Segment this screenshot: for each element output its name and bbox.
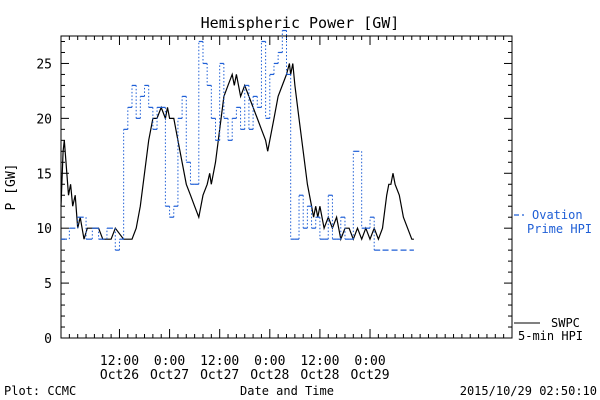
legend-ovation-label-line1: Ovation: [532, 208, 583, 222]
x-tick-label-time: 0:00: [354, 354, 385, 369]
legend-swpc-label-line2: 5-min HPI: [518, 329, 583, 343]
plot-credit: Plot: CCMC: [4, 384, 76, 398]
x-tick-label-date: Oct28: [300, 368, 339, 383]
y-tick-label: 10: [36, 222, 52, 237]
x-tick-label-time: 12:00: [300, 354, 339, 369]
plot-frame: [60, 35, 513, 339]
x-tick-label-date: Oct29: [350, 368, 389, 383]
plot-timestamp: 2015/10/29 02:50:10: [460, 384, 597, 398]
series-ovation: [61, 29, 414, 251]
y-tick-label: 25: [36, 57, 52, 72]
chart-title: Hemispheric Power [GW]: [201, 14, 400, 32]
axis-ticks: [60, 36, 513, 339]
x-tick-label-date: Oct27: [150, 368, 189, 383]
y-axis-label: P [GW]: [4, 164, 19, 211]
swpc-line: [60, 63, 414, 242]
x-tick-label-time: 12:00: [100, 354, 139, 369]
y-tick-label: 0: [44, 332, 52, 347]
x-axis-label: Date and Time: [240, 384, 334, 398]
series-swpc: [60, 63, 414, 242]
legend-ovation-label-line2: Prime HPI: [527, 222, 592, 236]
legend-ovation: Ovation Prime HPI: [514, 208, 592, 236]
y-tick-label: 5: [44, 277, 52, 292]
series-layer: [60, 29, 414, 251]
x-tick-labels: 12:00Oct260:00Oct2712:00Oct270:00Oct2812…: [100, 354, 390, 383]
x-tick-label-time: 0:00: [254, 354, 285, 369]
x-tick-label-time: 12:00: [200, 354, 239, 369]
y-tick-label: 20: [36, 112, 52, 127]
legend-swpc-label-line1: SWPC: [551, 316, 580, 330]
x-tick-label-date: Oct28: [250, 368, 289, 383]
x-tick-label-date: Oct27: [200, 368, 239, 383]
y-tick-labels: 0 5 10 15 20 25: [36, 57, 52, 347]
x-tick-label-date: Oct26: [100, 368, 139, 383]
x-tick-label-time: 0:00: [154, 354, 185, 369]
y-tick-label: 15: [36, 167, 52, 182]
legend-swpc: SWPC 5-min HPI: [514, 316, 583, 343]
